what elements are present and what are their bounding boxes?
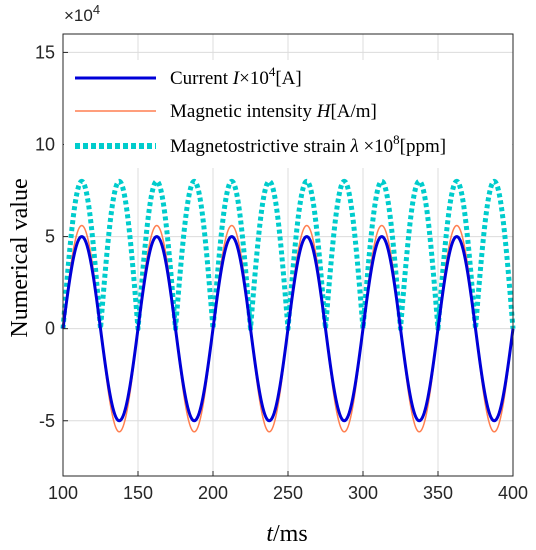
legend-label-field: Magnetic intensity H[A/m] (170, 101, 377, 122)
legend: Current I×104[A] Magnetic intensity H[A/… (64, 60, 512, 168)
y-tick-label: 10 (35, 135, 55, 155)
y-multiplier: ×104 (64, 2, 100, 25)
x-axis-label: t/ms (266, 521, 307, 547)
y-tick-label: 5 (45, 227, 55, 247)
legend-label-current: Current I×104[A] (170, 64, 302, 89)
y-tick-label: 15 (35, 42, 55, 62)
x-tick-label: 250 (273, 483, 303, 503)
x-tick-label: 350 (423, 483, 453, 503)
series-line-current (61, 235, 515, 423)
x-tick-label: 400 (498, 483, 528, 503)
axis-ticks: 100 150 200 250 300 350 400 -5 0 5 10 15 (35, 42, 528, 503)
series-layer (60, 178, 516, 433)
x-tick-label: 150 (123, 483, 153, 503)
y-axis-label: Numerical value (7, 178, 33, 337)
x-tick-label: 300 (348, 483, 378, 503)
y-tick-label: 0 (45, 319, 55, 339)
legend-label-strain: Magnetostrictive strain λ ×108[ppm] (170, 132, 446, 157)
x-tick-label: 100 (48, 483, 78, 503)
y-tick-label: -5 (39, 411, 55, 431)
x-tick-label: 200 (198, 483, 228, 503)
